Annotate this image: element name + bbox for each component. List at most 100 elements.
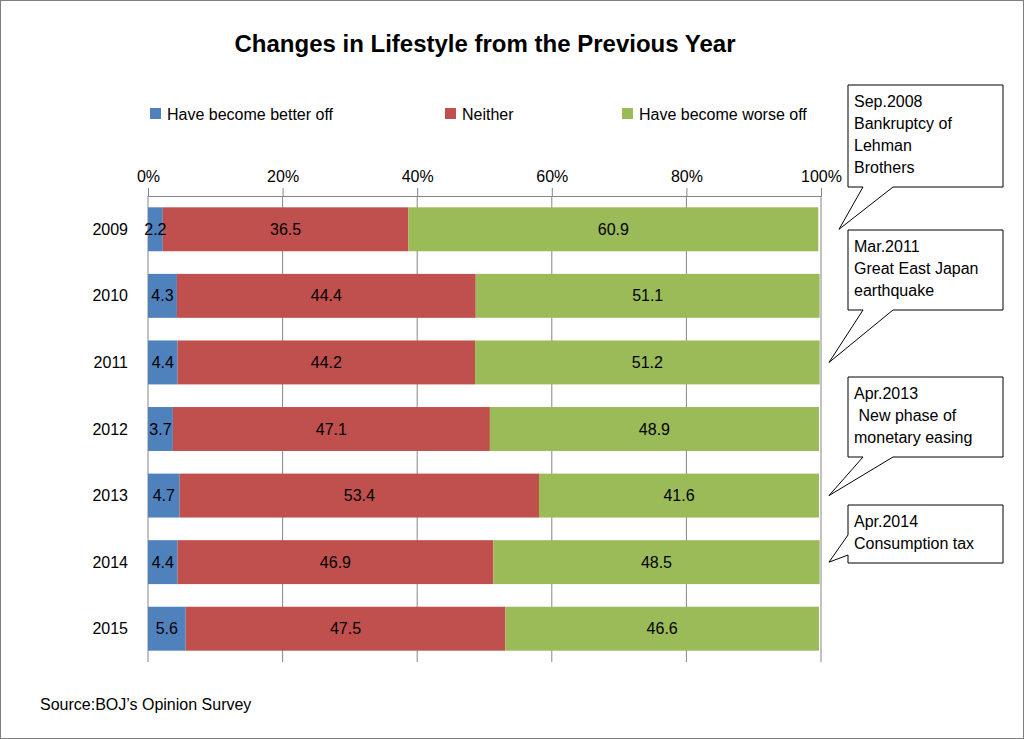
data-label: 47.5 [330, 620, 361, 637]
data-label: 41.6 [663, 487, 694, 504]
bar-segment [148, 540, 178, 584]
bar-segment [490, 407, 819, 451]
bars [148, 207, 820, 650]
data-label: 5.6 [156, 620, 178, 637]
category-label: 2011 [94, 354, 129, 371]
data-label: 4.7 [153, 487, 175, 504]
tick: 80% [671, 168, 703, 196]
annotations: Sep.2008 Bankruptcy of Lehman Brothers Mar.2… [829, 85, 1003, 563]
legend-label: Have become worse off [639, 106, 807, 123]
bar-segment [178, 340, 475, 384]
bar-segment [493, 540, 819, 584]
annotation-text: Great East Japan [854, 260, 979, 277]
tick-mark [283, 188, 284, 196]
source: Source:BOJ’s Opinion Survey [40, 696, 251, 713]
bar-segment [408, 207, 818, 251]
tick-label: 60% [536, 168, 568, 185]
category-label: 2010 [92, 287, 128, 304]
tick: 100% [801, 168, 842, 196]
tick-label: 80% [671, 168, 703, 185]
bar-segment [475, 340, 820, 384]
callout-box [829, 230, 1003, 362]
data-label: 36.5 [270, 221, 301, 238]
tick-mark [552, 188, 553, 196]
data-label: 4.3 [151, 287, 173, 304]
legend-swatch [150, 108, 161, 119]
callout-box [839, 85, 1003, 229]
bar-segment [178, 540, 494, 584]
data-label: 4.4 [152, 554, 174, 571]
annotation-text: Sep.2008 [854, 93, 923, 110]
data-label: 44.4 [311, 287, 342, 304]
data-label: 46.6 [647, 620, 678, 637]
chart: Changes in Lifestyle from the Previous Y… [0, 0, 1024, 739]
data-labels: 2.2 36.5 60.9 4.3 44.4 51.1 4.4 44.2 51.2 3.7 47.1… [144, 221, 694, 637]
legend-swatch [622, 108, 633, 119]
annotation-text: Apr.2013 [854, 385, 918, 402]
title: Changes in Lifestyle from the Previous Y… [234, 30, 735, 57]
grid [148, 196, 821, 662]
bar-segment [148, 407, 173, 451]
grid-line [821, 196, 822, 662]
tick-label: 0% [137, 168, 160, 185]
bar-segment [476, 274, 820, 318]
bar-segment [148, 474, 180, 518]
tick: 20% [267, 168, 299, 196]
background [1, 1, 1024, 739]
bar-segment [505, 607, 819, 651]
annotation-text: Bankruptcy of [854, 115, 952, 132]
data-label: 53.4 [344, 487, 375, 504]
bar-segment [186, 607, 506, 651]
tick: 0% [137, 168, 160, 196]
bar-segment [173, 407, 490, 451]
tick-label: 100% [801, 168, 842, 185]
data-label: 44.2 [311, 354, 342, 371]
data-label: 51.2 [632, 354, 663, 371]
legend-label: Have become better off [167, 106, 334, 123]
bar-segment [148, 607, 186, 651]
data-label: 48.9 [639, 421, 670, 438]
legend-label: Neither [462, 106, 514, 123]
legend: Have become better off Neither Have become… [150, 106, 807, 123]
category-label: 2009 [92, 221, 128, 238]
tick-mark [148, 188, 149, 196]
tick: 60% [536, 168, 568, 196]
data-label: 46.9 [320, 554, 351, 571]
annotation-text: monetary easing [854, 429, 972, 446]
bar-segment [539, 474, 819, 518]
tick-mark [821, 188, 822, 196]
annotation-text: earthquake [854, 282, 934, 299]
category-label: 2013 [92, 487, 128, 504]
callout-box [829, 377, 1003, 496]
bar-segment [177, 274, 476, 318]
bar-segment [180, 474, 539, 518]
legend-swatch [445, 108, 456, 119]
data-label: 3.7 [149, 421, 171, 438]
bar-segment [148, 340, 178, 384]
data-label: 2.2 [144, 221, 166, 238]
tick: 40% [402, 168, 434, 196]
data-label: 48.5 [641, 554, 672, 571]
data-label: 51.1 [632, 287, 663, 304]
tick-label: 20% [267, 168, 299, 185]
annotation-text: Lehman [854, 137, 912, 154]
data-label: 47.1 [316, 421, 347, 438]
annotation-text: New phase of [854, 407, 957, 424]
category-label: 2015 [92, 620, 128, 637]
annotation-text: Consumption tax [854, 535, 974, 552]
data-label: 60.9 [598, 221, 629, 238]
x-axis: 0% 20% 40% 60% 80% 100% [137, 168, 842, 197]
annotation-text: Mar.2011 [854, 238, 920, 255]
data-label: 4.4 [152, 354, 174, 371]
y-axis: 2009 2010 2011 2012 2013 2014 2015 [92, 221, 128, 637]
tick-mark [686, 188, 687, 196]
axis-line [149, 188, 822, 197]
callout-box [829, 505, 1003, 563]
bar-segment [163, 207, 409, 251]
bar-segment [148, 274, 177, 318]
category-label: 2014 [92, 554, 128, 571]
annotation-text: Brothers [854, 159, 914, 176]
annotation-text: Apr.2014 [854, 513, 918, 530]
category-label: 2012 [92, 421, 128, 438]
tick-label: 40% [402, 168, 434, 185]
